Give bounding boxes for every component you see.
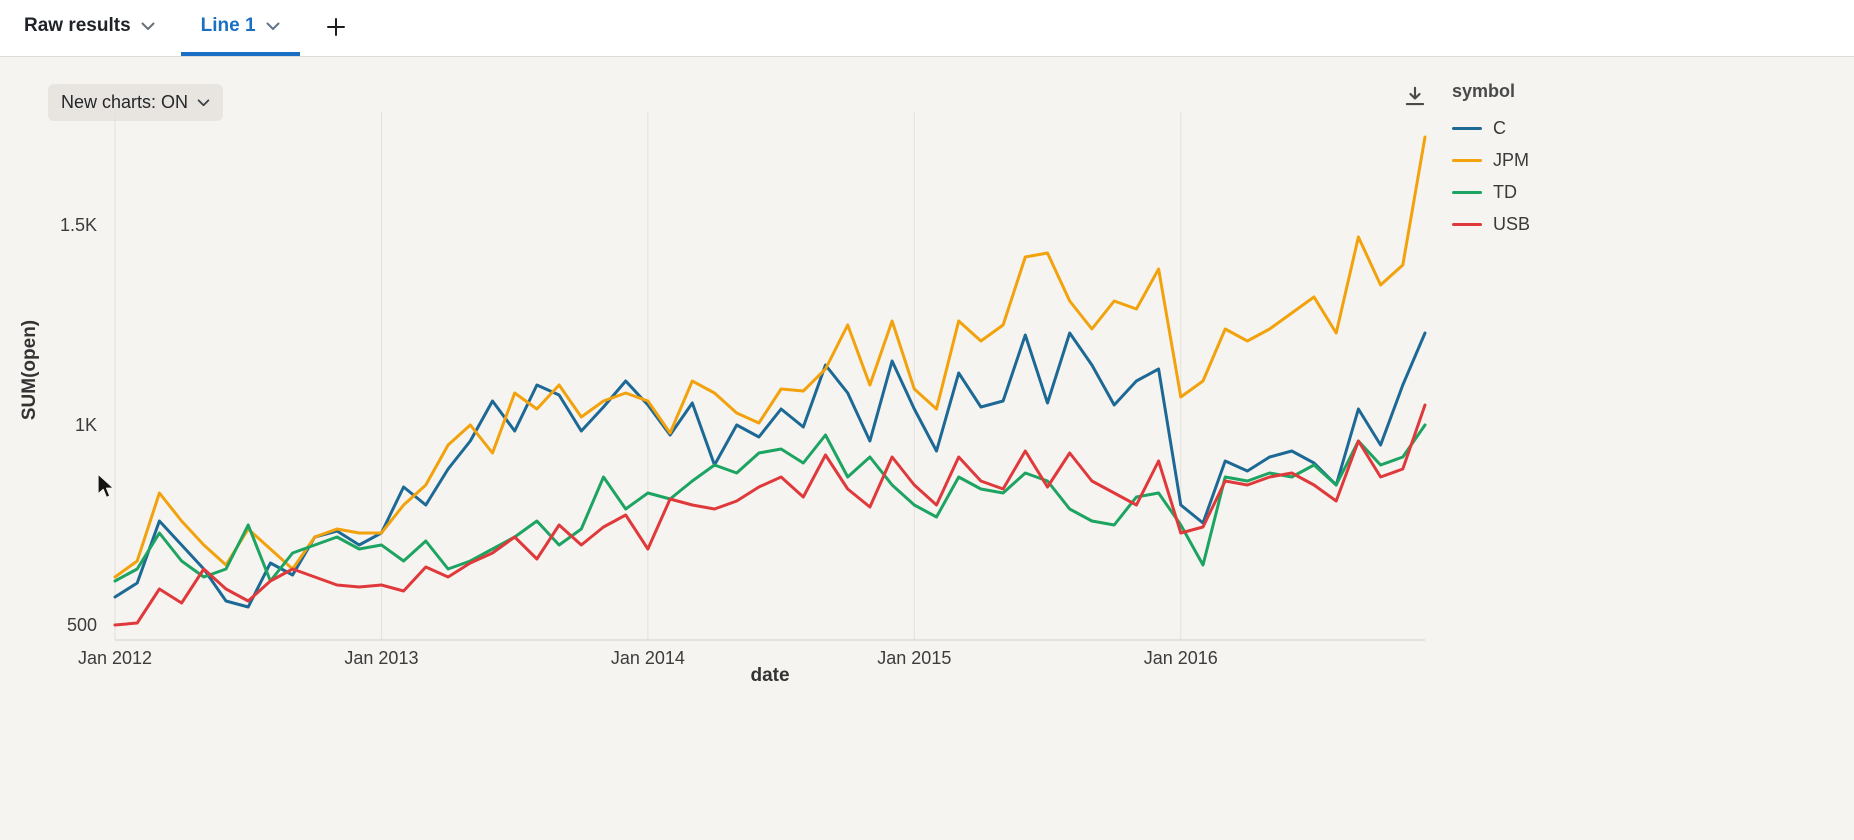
legend-item-JPM: JPM — [1452, 144, 1530, 176]
y-axis-title: SUM(open) — [19, 319, 40, 421]
series-line-JPM — [113, 135, 1427, 579]
x-tick-label: Jan 2012 — [77, 648, 153, 668]
x-tick-label: Jan 2016 — [1143, 648, 1218, 668]
legend-label: C — [1493, 117, 1506, 138]
tab-line-1[interactable]: Line 1 — [180, 0, 300, 56]
download-icon — [1402, 84, 1428, 113]
legend-swatch — [1452, 222, 1482, 226]
series-line-TD — [113, 423, 1427, 583]
new-charts-toggle[interactable]: New charts: ON — [48, 84, 224, 121]
tab-bar: Raw results Line 1 — [0, 0, 1854, 57]
y-tick-label: 1K — [74, 415, 97, 435]
plus-icon — [326, 17, 346, 40]
download-chart-button[interactable] — [1398, 81, 1432, 115]
y-tick-label: 1.5K — [59, 215, 97, 235]
legend-swatch — [1452, 126, 1482, 130]
series-line-C — [113, 331, 1427, 609]
legend-title: symbol — [1452, 81, 1516, 101]
y-tick-label: 500 — [66, 615, 97, 635]
legend-label: USB — [1493, 213, 1531, 234]
legend-swatch — [1452, 158, 1482, 162]
tab-raw-results[interactable]: Raw results — [24, 0, 181, 56]
legend-item-USB: USB — [1452, 208, 1530, 240]
line-chart-plot — [113, 112, 1427, 641]
legend-items: C JPM TD USB — [1452, 112, 1530, 240]
tab-line-1-label: Line 1 — [200, 15, 256, 36]
chevron-down-icon — [141, 22, 155, 31]
chevron-down-icon — [197, 98, 210, 107]
legend-item-C: C — [1452, 112, 1530, 144]
tab-raw-results-label: Raw results — [24, 15, 131, 36]
x-tick-label: Jan 2015 — [877, 648, 952, 668]
x-tick-label: Jan 2013 — [344, 648, 419, 668]
chart-legend: symbol C JPM TD USB — [1452, 81, 1530, 240]
new-charts-toggle-label: New charts: ON — [61, 92, 189, 112]
chart-canvas: New charts: ON SUM(open) date symbol C JP… — [0, 57, 1854, 840]
add-chart-button[interactable] — [310, 0, 362, 56]
legend-label: TD — [1493, 181, 1517, 202]
x-axis-title: date — [750, 665, 790, 686]
x-tick-label: Jan 2014 — [610, 648, 685, 668]
legend-item-TD: TD — [1452, 176, 1530, 208]
legend-swatch — [1452, 190, 1482, 194]
series-line-USB — [113, 403, 1427, 627]
chevron-down-icon — [266, 22, 280, 31]
legend-label: JPM — [1493, 149, 1529, 170]
